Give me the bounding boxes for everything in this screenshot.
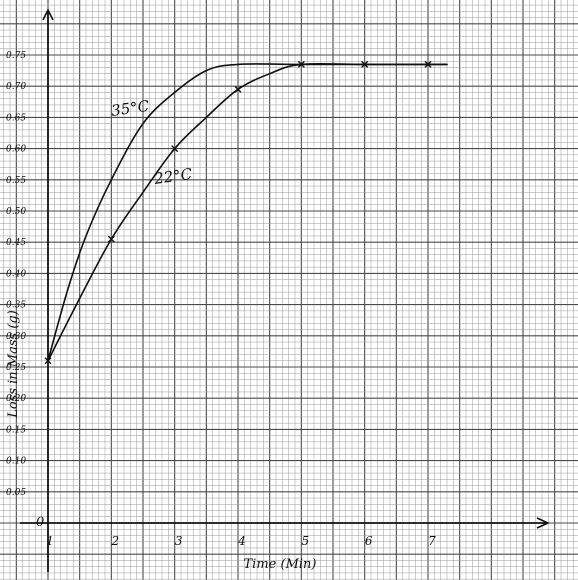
x-tick-label: 4 [237, 534, 246, 548]
y-axis-title: Loss in Mass (g) [6, 310, 21, 419]
data-point-marker [107, 235, 115, 243]
y-axis-arrow [42, 8, 54, 21]
y-tick-label: 0.20 [6, 394, 26, 404]
x-tick-label: 3 [175, 534, 183, 548]
y-tick-label: 0.15 [6, 425, 26, 435]
y-tick-label: 0.50 [6, 207, 26, 217]
data-point-marker [44, 357, 52, 365]
x-tick-label: 1 [46, 534, 54, 548]
x-tick-label: 6 [365, 534, 373, 548]
data-point-marker [234, 85, 242, 93]
y-tick-label: 0.05 [6, 488, 26, 498]
axes [20, 8, 550, 572]
y-tick-label: 0.60 [6, 145, 26, 155]
y-tick-label: 0.75 [6, 51, 26, 61]
y-tick-label: 0 [36, 515, 44, 530]
tick-labels: 0 0.05 0.10 0.15 0.20 0.25 0.30 0.35 0.40 0.45 0.5… [6, 51, 436, 548]
y-tick-label: 0.30 [6, 332, 26, 342]
data-point-marker [171, 145, 179, 153]
y-tick-label: 0.65 [6, 113, 26, 123]
x-axis-arrow [536, 517, 550, 529]
y-tick-label: 0.35 [6, 301, 26, 311]
y-tick-label: 0.55 [6, 176, 26, 186]
data-point-marker [424, 60, 432, 68]
y-tick-label: 0.45 [6, 238, 26, 248]
x-tick-label: 5 [301, 534, 309, 548]
line-35c [47, 63, 448, 362]
series-label-22c: 22°C [152, 165, 194, 188]
series-label-35c: 35°C [110, 97, 151, 120]
y-tick-label: 0.40 [6, 269, 26, 279]
y-tick-label: 0.25 [6, 363, 26, 373]
data-point-marker [297, 60, 305, 68]
x-tick-label: 7 [428, 534, 436, 548]
x-axis-title: Time (Min) [244, 557, 317, 572]
series-lines [44, 60, 448, 365]
x-tick-label: 2 [110, 534, 119, 548]
line-22c [47, 62, 448, 362]
data-point-marker [361, 60, 369, 68]
y-tick-label: 0.70 [6, 82, 26, 92]
y-tick-label: 0.10 [6, 457, 26, 467]
